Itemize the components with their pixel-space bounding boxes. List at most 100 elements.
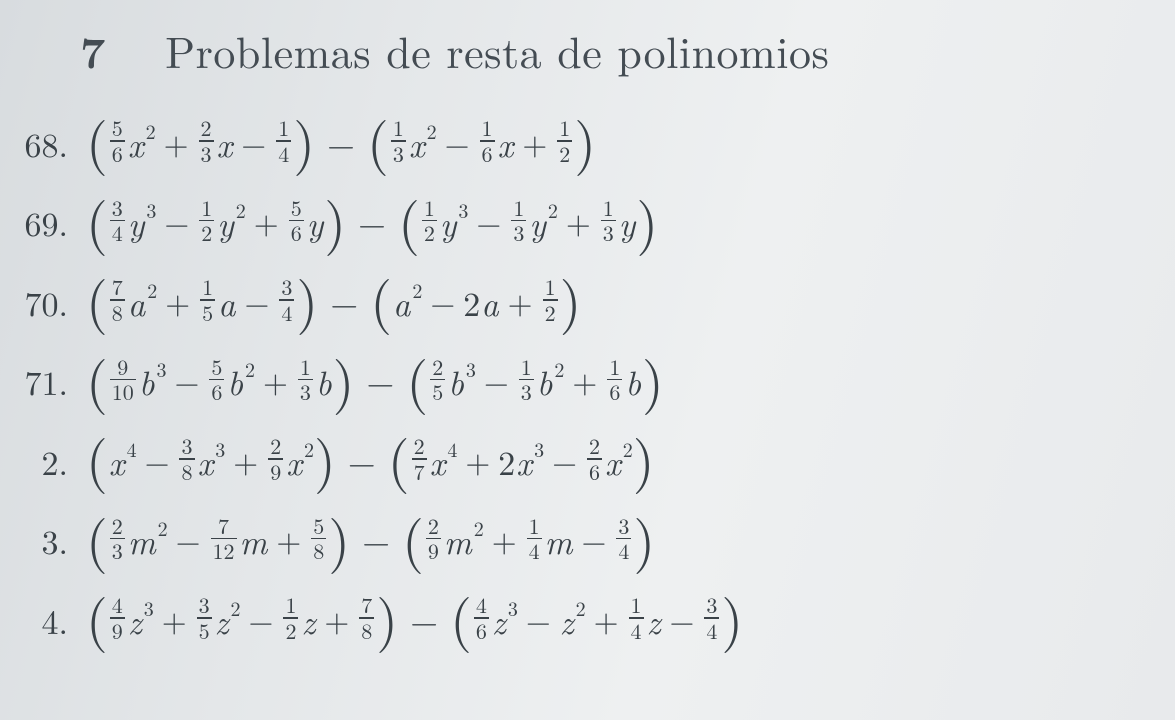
variable: b	[139, 364, 155, 398]
minus-operator: −	[410, 602, 438, 638]
term: 1 6 b	[605, 358, 642, 406]
exponent: 2	[427, 121, 437, 141]
left-paren: (	[402, 516, 424, 561]
term: 2 3 m2	[108, 517, 168, 565]
problem-number: 69.	[0, 205, 68, 239]
expression: ( 5 6 x2+ 2 3 x− 1 4 )−( 1 3 x2− 1 6 x+ …	[86, 119, 596, 167]
right-paren: )	[293, 118, 315, 163]
variable: z	[301, 603, 315, 637]
operator: +	[492, 524, 517, 556]
fraction-numerator: 5	[209, 356, 224, 378]
term: 1 6 x	[478, 119, 515, 167]
left-paren: (	[370, 277, 392, 322]
fraction-numerator: 2	[268, 435, 283, 457]
fraction-numerator: 3	[704, 594, 719, 616]
term: x4	[108, 444, 137, 478]
variable: b	[316, 364, 332, 398]
term: 1 4 z	[627, 596, 662, 644]
problem-number: 68.	[0, 126, 68, 160]
fraction-denominator: 4	[629, 620, 644, 642]
term: 3 4	[614, 517, 633, 565]
term: 5 6 b2	[207, 358, 255, 406]
problem-number: 70.	[0, 285, 68, 319]
right-paren: )	[296, 277, 318, 322]
coefficient: 2	[498, 444, 515, 478]
exponent: 3	[508, 598, 518, 618]
fraction-denominator: 5	[430, 381, 445, 403]
left-paren: (	[86, 277, 108, 322]
fraction: 7 8	[110, 276, 125, 324]
variable: y	[440, 205, 457, 239]
fraction-denominator: 6	[110, 143, 125, 165]
fraction: 5 8	[311, 515, 326, 563]
expression: ( 3 4 y3− 1 2 y2+ 5 6 y)−( 1 2 y3− 1 3 y…	[86, 199, 658, 247]
right-paren: )	[314, 436, 336, 481]
fraction-numerator: 2	[110, 515, 125, 537]
fraction-numerator: 1	[422, 197, 437, 219]
term: 7 12 m	[209, 517, 269, 565]
variable: b	[537, 364, 553, 398]
variable: y	[307, 205, 324, 239]
exponent: 3	[215, 439, 225, 459]
term: 1 4 m	[525, 517, 574, 565]
right-paren: )	[633, 436, 655, 481]
fraction: 1 2	[283, 594, 298, 642]
expression: ( 7 8 a2+ 1 5 a− 3 4 )−(a2−2a+ 1 2 )	[86, 278, 581, 326]
left-paren: (	[86, 357, 108, 402]
operator: −	[445, 127, 470, 159]
fraction-denominator: 2	[199, 222, 214, 244]
exponent: 2	[236, 200, 246, 220]
fraction-denominator: 4	[276, 143, 291, 165]
term: 2 7 x4	[410, 437, 458, 485]
problem-row: 3.( 2 3 m2− 7 12 m+ 5 8 )−( 2 9 m2+ 1 4 …	[0, 517, 1175, 565]
variable: x	[109, 444, 125, 478]
fraction-numerator: 1	[276, 117, 291, 139]
operator: −	[145, 445, 170, 477]
fraction-numerator: 3	[110, 197, 125, 219]
fraction-denominator: 9	[268, 461, 283, 483]
exponent: 2	[245, 359, 255, 379]
fraction-denominator: 5	[200, 302, 215, 324]
fraction: 1 4	[629, 594, 644, 642]
fraction-denominator: 3	[519, 381, 534, 403]
right-paren: )	[636, 198, 658, 243]
term: 1 3 b2	[517, 358, 565, 406]
fraction-numerator: 1	[601, 197, 616, 219]
fraction-numerator: 1	[511, 197, 526, 219]
fraction-denominator: 3	[110, 540, 125, 562]
section-title-text: Problemas de resta de polinomios	[165, 18, 829, 81]
exponent: 2	[548, 200, 558, 220]
exponent: 4	[127, 439, 137, 459]
coefficient: 2	[463, 285, 480, 319]
exponent: 2	[147, 280, 157, 300]
right-paren: )	[333, 357, 355, 402]
right-paren: )	[324, 198, 346, 243]
left-paren: (	[86, 118, 108, 163]
term: 2 9 x2	[266, 437, 314, 485]
fraction: 7 8	[359, 594, 374, 642]
fraction: 9 10	[110, 356, 136, 404]
fraction: 4 6	[474, 594, 489, 642]
fraction-numerator: 1	[519, 356, 534, 378]
fraction-denominator: 2	[543, 302, 558, 324]
operator: +	[572, 365, 597, 397]
fraction: 1 2	[557, 117, 572, 165]
term: 2a	[463, 285, 499, 319]
fraction-numerator: 1	[557, 117, 572, 139]
variable: b	[625, 364, 641, 398]
fraction: 2 5	[430, 356, 445, 404]
fraction: 1 2	[422, 197, 437, 245]
fraction-denominator: 8	[311, 540, 326, 562]
problem-number: 4.	[0, 603, 68, 637]
problem-row: 69.( 3 4 y3− 1 2 y2+ 5 6 y)−( 1 2 y3− 1 …	[0, 199, 1175, 247]
term: a2	[392, 285, 422, 319]
left-paren: (	[367, 118, 389, 163]
variable: x	[498, 126, 514, 160]
fraction-denominator: 8	[110, 302, 125, 324]
expression: (x4− 3 8 x3+ 2 9 x2)−( 2 7 x4+2x3− 2 6 x…	[86, 437, 655, 485]
variable: a	[393, 285, 410, 319]
fraction-numerator: 9	[115, 356, 130, 378]
fraction-denominator: 9	[426, 540, 441, 562]
fraction-numerator: 1	[543, 276, 558, 298]
variable: x	[430, 444, 446, 478]
